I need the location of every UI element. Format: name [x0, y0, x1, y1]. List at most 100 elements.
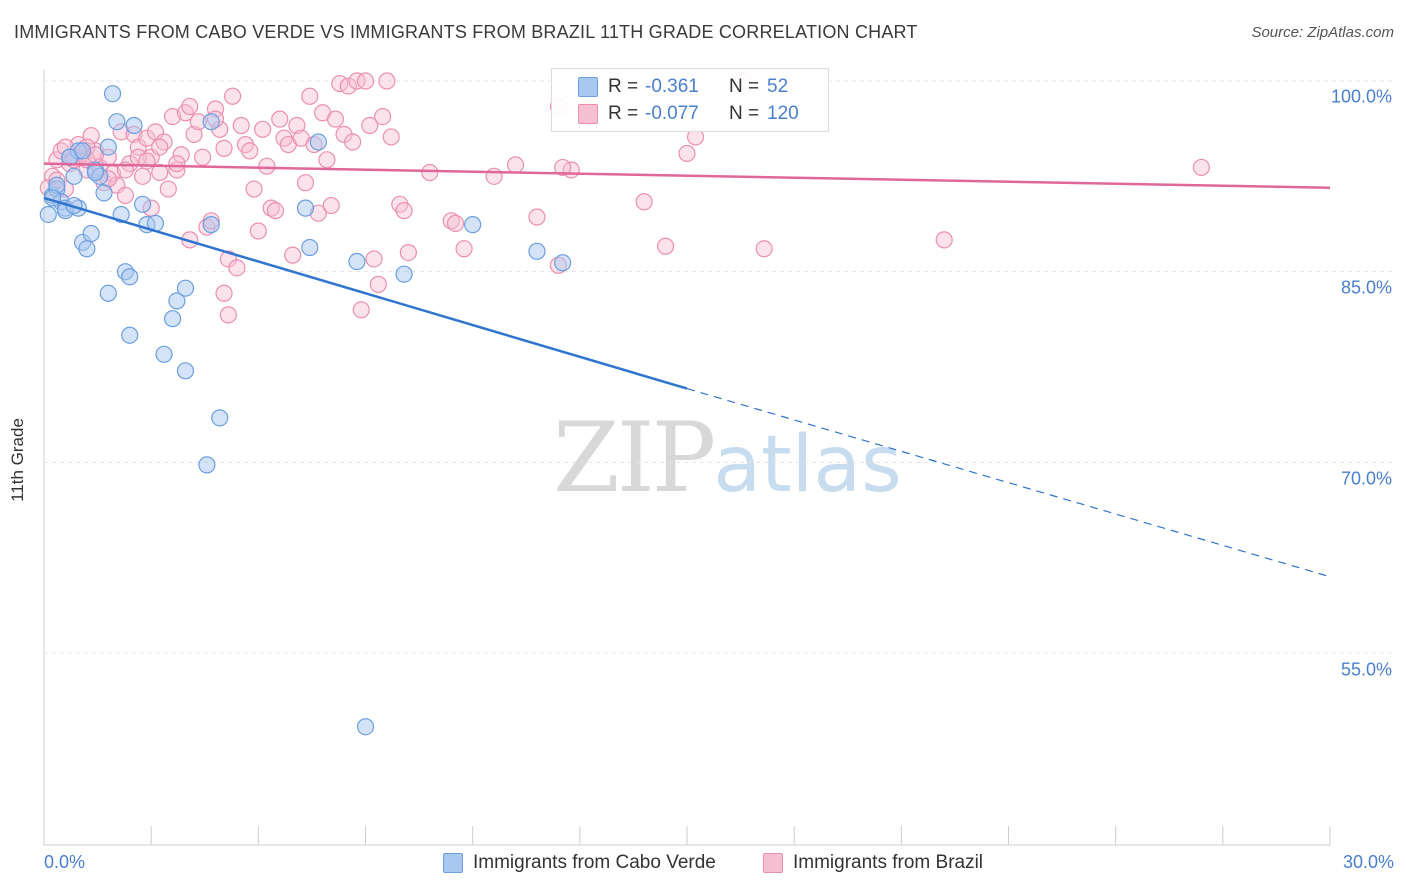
brazil-point	[284, 246, 302, 264]
cabo-verde-point	[99, 284, 117, 302]
cabo-verde-point	[348, 252, 366, 271]
cabo-verde-point	[121, 268, 139, 286]
brazil-point	[455, 240, 473, 258]
brazil-point	[296, 174, 315, 192]
legend-r-value: -0.077	[645, 103, 699, 124]
cabo-verde-point	[82, 224, 100, 243]
brazil-point	[326, 110, 345, 128]
brazil-trend-line	[43, 162, 1331, 190]
brazil-point	[164, 107, 182, 126]
brazil-point	[656, 237, 675, 255]
cabo-verde-point	[202, 113, 220, 131]
cabo-verde-point	[65, 167, 83, 185]
cabo-verde-point	[202, 216, 220, 234]
brazil-point	[228, 259, 246, 277]
brazil-point	[159, 180, 177, 198]
cabo-verde-point	[554, 254, 572, 272]
brazil-point	[271, 110, 289, 128]
brazil-point	[554, 158, 572, 177]
cabo-verde-trend-extension	[686, 388, 1331, 578]
cabo-verde-point	[164, 310, 182, 328]
brazil-point	[151, 138, 169, 156]
y-tick-label-70: 70.0%	[1340, 468, 1392, 489]
brazil-point	[219, 306, 237, 324]
brazil-point	[446, 214, 465, 232]
legend-row-cabo: R = -0.361 N = 52	[552, 74, 828, 100]
bottom-legend-label-brazil: Immigrants from Brazil	[793, 852, 984, 873]
cabo-verde-point	[168, 292, 186, 310]
brazil-point	[635, 193, 653, 211]
bottom-legend-label-cabo: Immigrants from Cabo Verde	[473, 852, 716, 873]
brazil-point	[232, 116, 250, 135]
brazil-point	[755, 240, 773, 258]
watermark: ZIPatlas	[553, 402, 902, 514]
cabo-verde-point	[73, 142, 92, 160]
brazil-point	[356, 72, 375, 90]
cabo-verde-point	[86, 163, 105, 182]
brazil-point	[365, 250, 383, 268]
brazil-point	[215, 139, 233, 157]
brazil-point	[318, 151, 336, 169]
bottom-legend-swatch-brazil	[763, 853, 783, 873]
brazil-point	[151, 163, 169, 182]
brazil-point	[172, 146, 190, 164]
cabo-verde-point	[211, 409, 229, 427]
brazil-point	[382, 128, 400, 146]
brazil-point	[374, 107, 392, 126]
cabo-verde-point	[95, 184, 113, 202]
cabo-verde-point	[121, 326, 139, 344]
brazil-point	[241, 142, 259, 160]
cabo-verde-point	[528, 242, 546, 260]
y-tick-label-55: 55.0%	[1340, 659, 1392, 680]
brazil-point	[378, 72, 396, 90]
legend-n-value: 52	[767, 76, 789, 97]
legend-n-label: N =	[729, 76, 760, 97]
watermark-zip: ZIP	[553, 402, 716, 514]
legend-r-label: R =	[608, 76, 639, 97]
brazil-point	[181, 97, 199, 116]
cabo-verde-point	[39, 205, 57, 224]
brazil-point	[506, 156, 525, 174]
brazil-point	[361, 116, 379, 135]
legend-r-label: R =	[608, 103, 639, 124]
chart-title: IMMIGRANTS FROM CABO VERDE VS IMMIGRANTS…	[14, 22, 918, 42]
brazil-point	[322, 196, 340, 215]
legend-n-value: 120	[767, 103, 799, 124]
brazil-point	[369, 275, 387, 293]
brazil-point	[288, 116, 306, 135]
x-tick-label-max: 30.0%	[1342, 852, 1394, 872]
brazil-point	[116, 186, 135, 204]
brazil-point	[185, 125, 203, 143]
cabo-verde-point	[395, 265, 413, 283]
cabo-verde-point	[464, 216, 482, 234]
y-axis-title: 11th Grade	[8, 418, 27, 502]
cabo-verde-trend-line	[43, 196, 688, 390]
stats-legend: R = -0.361 N = 52 R = -0.077 N = 120	[551, 68, 829, 132]
cabo-verde-point	[125, 116, 143, 135]
legend-n-label: N =	[729, 103, 760, 124]
cabo-verde-point	[155, 345, 173, 363]
brazil-point	[421, 163, 439, 182]
cabo-verde-point	[301, 238, 319, 257]
brazil-point	[344, 133, 362, 151]
brazil-point	[168, 155, 186, 173]
brazil-point	[133, 167, 152, 185]
cabo-verde-point	[309, 133, 327, 151]
brazil-point	[339, 77, 357, 95]
brazil-point	[395, 202, 413, 220]
brazil-point	[254, 120, 272, 138]
cabo-verde-point	[176, 362, 195, 380]
cabo-verde-point	[356, 718, 375, 736]
brazil-point	[528, 208, 546, 226]
brazil-point	[215, 284, 233, 302]
bottom-legend-swatch-cabo	[443, 853, 463, 873]
legend-swatch-cabo	[578, 77, 598, 97]
cabo-verde-point	[108, 113, 126, 131]
cabo-verde-point	[78, 240, 96, 258]
cabo-verde-point	[296, 199, 315, 217]
cabo-verde-point	[103, 85, 122, 103]
brazil-point	[138, 129, 156, 147]
brazil-point	[224, 87, 242, 105]
brazil-point	[266, 202, 285, 220]
